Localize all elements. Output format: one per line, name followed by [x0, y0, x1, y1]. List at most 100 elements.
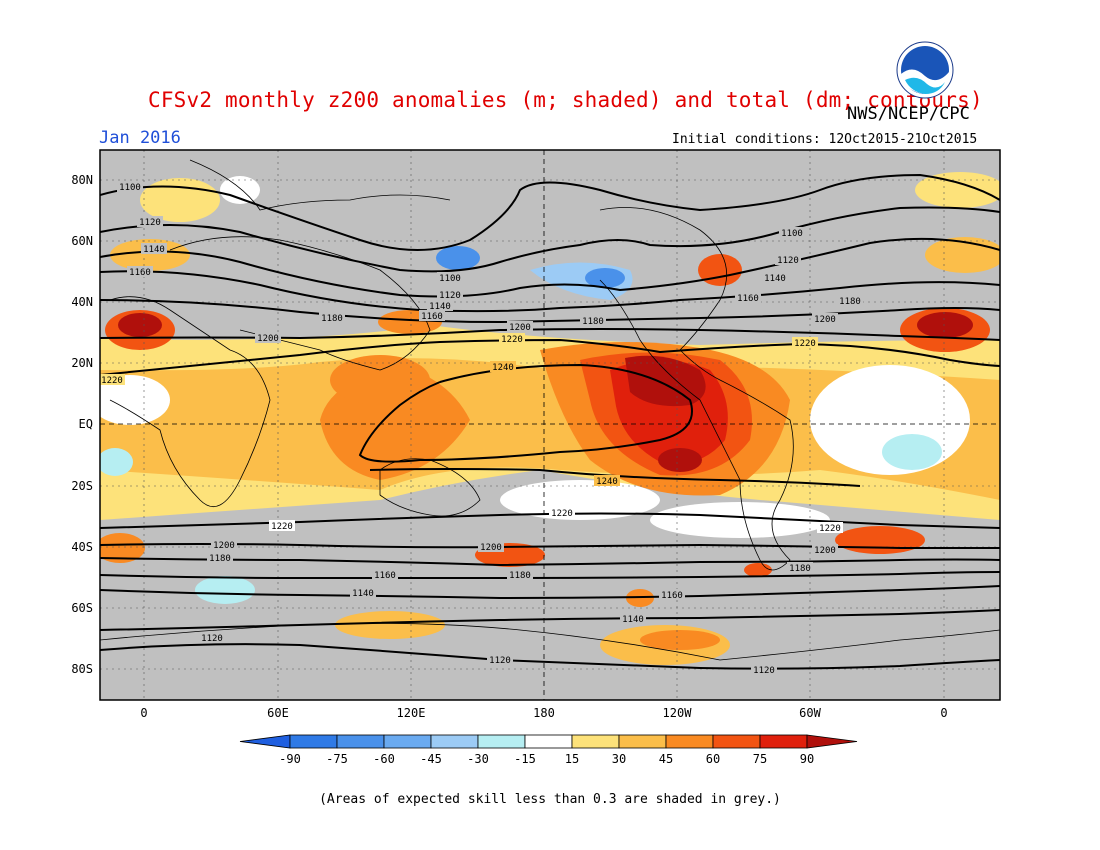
colorbar-swatch [383, 734, 432, 749]
contour-label: 1100 [439, 274, 461, 284]
contour-label: 1120 [139, 218, 161, 228]
contour-label: 1220 [101, 376, 123, 386]
contour-label: 1180 [321, 314, 343, 324]
chart-title: CFSv2 monthly z200 anomalies (m; shaded)… [148, 88, 983, 112]
contour-label: 1160 [661, 591, 683, 601]
anomaly-arctic [110, 239, 190, 271]
contour-label: 1200 [509, 323, 531, 333]
neutral-patch [810, 365, 970, 475]
contour-label: 1200 [814, 315, 836, 325]
lat-label: 80S [71, 662, 93, 676]
contour-label: 1200 [480, 543, 502, 553]
anomaly-band-45 [100, 358, 1000, 500]
contour-label: 1200 [814, 546, 836, 556]
skill-footnote: (Areas of expected skill less than 0.3 a… [319, 792, 781, 807]
negative-anomaly [882, 434, 942, 470]
anomaly-peak [625, 355, 706, 407]
latitude-axis: 80N 60N 40N 20N EQ 20S 40S 60S 80S [71, 173, 93, 676]
anomaly-southern [835, 526, 925, 554]
longitude-axis: 0 60E 120E 180 120W 60W 0 [140, 706, 947, 720]
contour-label: 1220 [819, 524, 841, 534]
lat-label: 20N [71, 356, 93, 370]
lat-label: 80N [71, 173, 93, 187]
noaa-logo [896, 41, 954, 99]
colorbar-swatch [759, 734, 808, 749]
contour-label: 1140 [143, 245, 165, 255]
contour-label: 1220 [271, 522, 293, 532]
anomaly-southern [100, 533, 145, 563]
anomaly-southern [744, 563, 772, 577]
anomaly-hudson [698, 254, 742, 286]
colorbar-tick-label: -45 [420, 752, 442, 766]
colorbar-tick-label: 60 [706, 752, 720, 766]
lat-label: EQ [79, 417, 93, 431]
neutral-patch [650, 502, 830, 538]
contour-label: 1180 [582, 317, 604, 327]
lon-label: 180 [533, 706, 555, 720]
colorbar-tick-label: 45 [659, 752, 673, 766]
contour-label: 1100 [119, 183, 141, 193]
anomaly-north-atlantic [900, 308, 990, 352]
contour-label: 1180 [789, 564, 811, 574]
colorbar-tick-label: 30 [612, 752, 626, 766]
colorbar-tick-label: -75 [326, 752, 348, 766]
neutral-patch [500, 480, 660, 520]
lon-label: 0 [140, 706, 147, 720]
contour-label: 1160 [374, 571, 396, 581]
colorbar-swatch [712, 734, 761, 749]
contour-label: 1160 [737, 294, 759, 304]
contour-label: 1120 [439, 291, 461, 301]
colorbar-swatch [336, 734, 385, 749]
contour-label: 1140 [622, 615, 644, 625]
contour-label: 1140 [429, 302, 451, 312]
colorbar-swatch [571, 734, 620, 749]
colorbar-arrow-low [239, 734, 291, 749]
colorbar-swatch [477, 734, 526, 749]
anomaly-75-epac [580, 352, 752, 476]
map-frame [99, 149, 1001, 701]
colorbar-tick-label: -30 [467, 752, 489, 766]
contour-label: 1160 [129, 268, 151, 278]
colorbar-tick-label: 15 [565, 752, 579, 766]
contour-label-group: 1100 1100 1100 1120 1120 1120 1120 1120 … [100, 181, 863, 676]
negative-anomaly-npac [530, 262, 633, 300]
contour-label: 1220 [551, 509, 573, 519]
anomaly-north-atlantic [105, 310, 175, 350]
contour-label: 1220 [501, 335, 523, 345]
contour-label: 1140 [764, 274, 786, 284]
contour-label: 1120 [489, 656, 511, 666]
anomaly-band-30 [100, 325, 1000, 520]
lon-label: 60W [799, 706, 821, 720]
lat-label: 40S [71, 540, 93, 554]
anomaly-60-indopacific [320, 365, 470, 480]
contour-label: 1120 [753, 666, 775, 676]
anomaly-antarctic [600, 625, 730, 665]
colorbar-tick-label: 90 [800, 752, 814, 766]
negative-anomaly-npac [436, 246, 480, 270]
colorbar-tick-label: -15 [514, 752, 536, 766]
contour-label: 1120 [777, 256, 799, 266]
graticule [100, 150, 1000, 700]
anomaly-arctic [915, 172, 1000, 208]
contour-label: 1200 [213, 541, 235, 551]
colorbar-swatch [524, 734, 573, 749]
lon-label: 120W [663, 706, 693, 720]
negative-anomaly [195, 576, 255, 604]
anomaly-southern [626, 589, 654, 607]
lon-label: 0 [940, 706, 947, 720]
anomaly-arctic [925, 237, 1000, 273]
lat-label: 40N [71, 295, 93, 309]
initial-conditions: Initial conditions: 12Oct2015-21Oct2015 [672, 132, 978, 147]
colorbar-tick-label: -60 [373, 752, 395, 766]
anomaly-peak [658, 448, 702, 472]
lat-label: 20S [71, 479, 93, 493]
negative-anomaly [100, 448, 133, 476]
anomaly-90-epac [610, 360, 728, 464]
contour-label: 1100 [781, 229, 803, 239]
reference-lines [100, 150, 1000, 700]
forecast-month: Jan 2016 [99, 128, 181, 148]
anomaly-antarctic [640, 630, 720, 650]
negative-anomaly [585, 268, 625, 288]
colorbar-swatch [665, 734, 714, 749]
contour-label: 1120 [201, 634, 223, 644]
